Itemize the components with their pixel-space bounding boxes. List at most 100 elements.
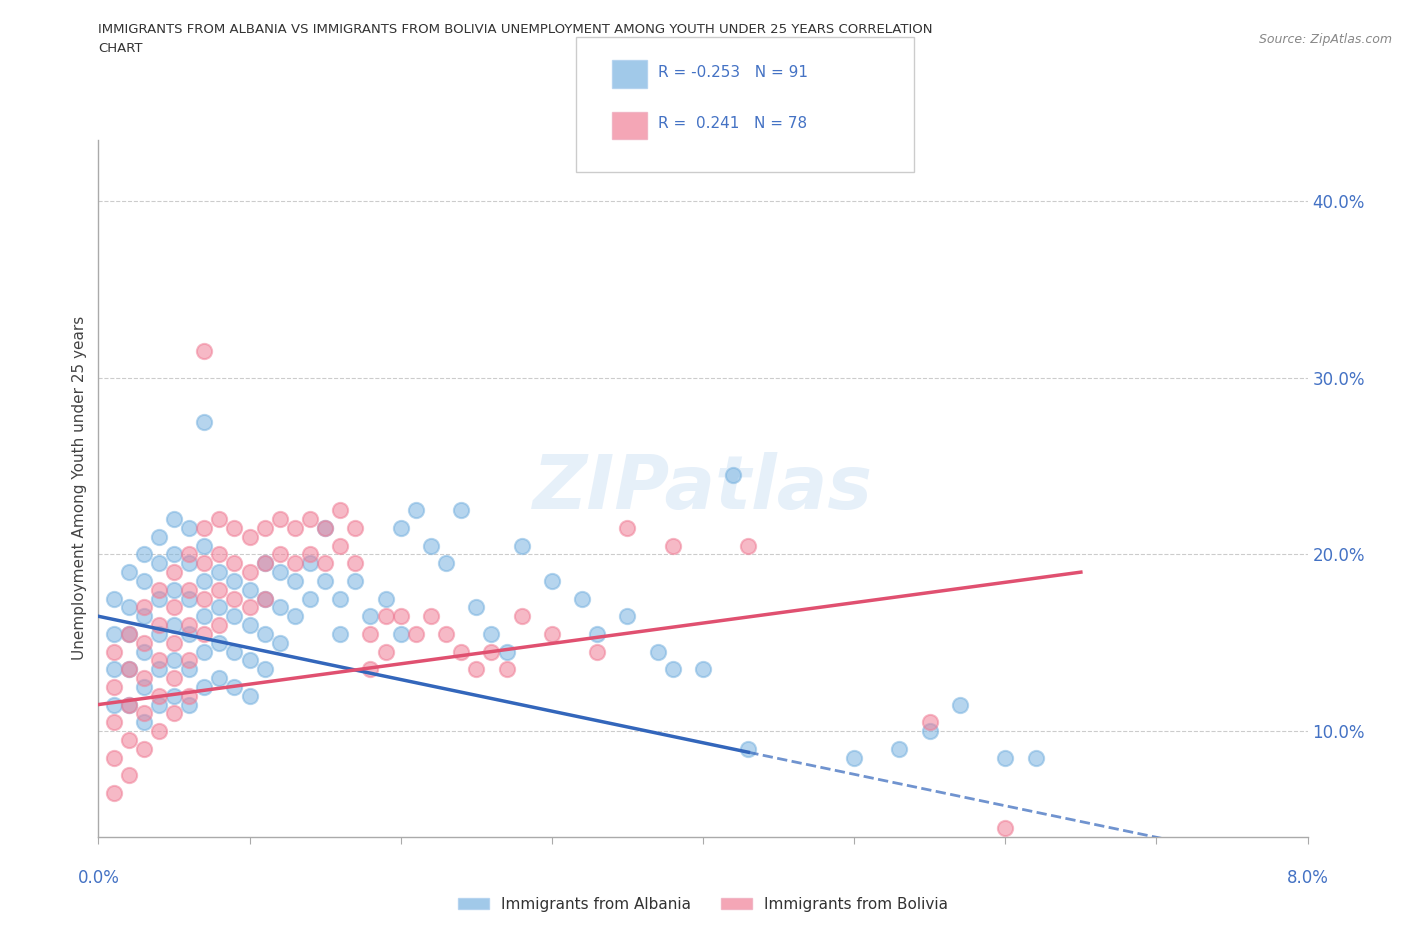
Point (374, 644, 396, 659)
Point (616, 521, 638, 536)
Point (148, 582, 170, 597)
Point (269, 512, 291, 526)
Point (163, 618, 186, 632)
Point (344, 574, 367, 589)
Point (103, 786, 125, 801)
Point (148, 698, 170, 712)
Point (329, 591, 352, 606)
Point (148, 627, 170, 642)
Point (994, 821, 1017, 836)
Point (148, 556, 170, 571)
Point (389, 627, 412, 642)
Point (193, 680, 215, 695)
Point (541, 574, 564, 589)
Point (239, 688, 262, 703)
Point (179, 556, 201, 571)
Point (179, 698, 201, 712)
Point (434, 627, 457, 642)
Point (179, 591, 201, 606)
Point (541, 627, 564, 642)
Point (193, 574, 215, 589)
Point (163, 600, 186, 615)
Point (495, 662, 517, 677)
Point (360, 609, 382, 624)
Point (994, 751, 1017, 765)
Point (179, 521, 201, 536)
Point (299, 556, 322, 571)
Point (253, 662, 276, 677)
Point (103, 644, 125, 659)
Point (224, 556, 246, 571)
Point (314, 521, 336, 536)
Point (193, 538, 215, 553)
Point (118, 662, 141, 677)
Point (224, 609, 246, 624)
Point (253, 556, 276, 571)
Point (132, 644, 155, 659)
Text: CHART: CHART (98, 42, 143, 55)
Point (360, 662, 382, 677)
Point (284, 574, 307, 589)
Point (329, 627, 352, 642)
Point (918, 715, 941, 730)
Point (692, 662, 714, 677)
Point (132, 574, 155, 589)
Point (118, 627, 141, 642)
Point (269, 600, 291, 615)
Point (163, 688, 186, 703)
Point (420, 538, 443, 553)
Point (208, 600, 231, 615)
Point (224, 591, 246, 606)
Point (148, 618, 170, 632)
Point (389, 609, 412, 624)
Point (224, 644, 246, 659)
Point (193, 609, 215, 624)
Point (103, 662, 125, 677)
Point (132, 715, 155, 730)
Point (118, 662, 141, 677)
Point (314, 521, 336, 536)
Point (314, 574, 336, 589)
Point (208, 635, 231, 650)
Point (132, 635, 155, 650)
Y-axis label: Unemployment Among Youth under 25 years: Unemployment Among Youth under 25 years (72, 316, 87, 660)
Text: IMMIGRANTS FROM ALBANIA VS IMMIGRANTS FROM BOLIVIA UNEMPLOYMENT AMONG YOUTH UNDE: IMMIGRANTS FROM ALBANIA VS IMMIGRANTS FR… (98, 23, 934, 36)
Point (299, 547, 322, 562)
Point (723, 468, 745, 483)
Point (163, 706, 186, 721)
Point (208, 618, 231, 632)
Point (253, 591, 276, 606)
Point (148, 653, 170, 668)
Point (118, 698, 141, 712)
Point (179, 618, 201, 632)
Point (450, 503, 472, 518)
Point (329, 538, 352, 553)
Point (253, 521, 276, 536)
Point (420, 609, 443, 624)
Point (284, 521, 307, 536)
Point (299, 591, 322, 606)
Point (314, 556, 336, 571)
Point (374, 609, 396, 624)
Point (179, 662, 201, 677)
Point (132, 706, 155, 721)
Point (118, 600, 141, 615)
Point (1025, 751, 1047, 765)
Point (405, 503, 427, 518)
Point (193, 415, 215, 430)
Point (224, 521, 246, 536)
Point (344, 556, 367, 571)
Point (208, 512, 231, 526)
Point (360, 627, 382, 642)
Point (510, 609, 533, 624)
Point (405, 627, 427, 642)
Point (118, 733, 141, 748)
Point (616, 609, 638, 624)
Point (269, 547, 291, 562)
Point (193, 521, 215, 536)
Point (662, 538, 685, 553)
Point (132, 547, 155, 562)
Point (193, 556, 215, 571)
Point (239, 653, 262, 668)
Point (163, 565, 186, 579)
